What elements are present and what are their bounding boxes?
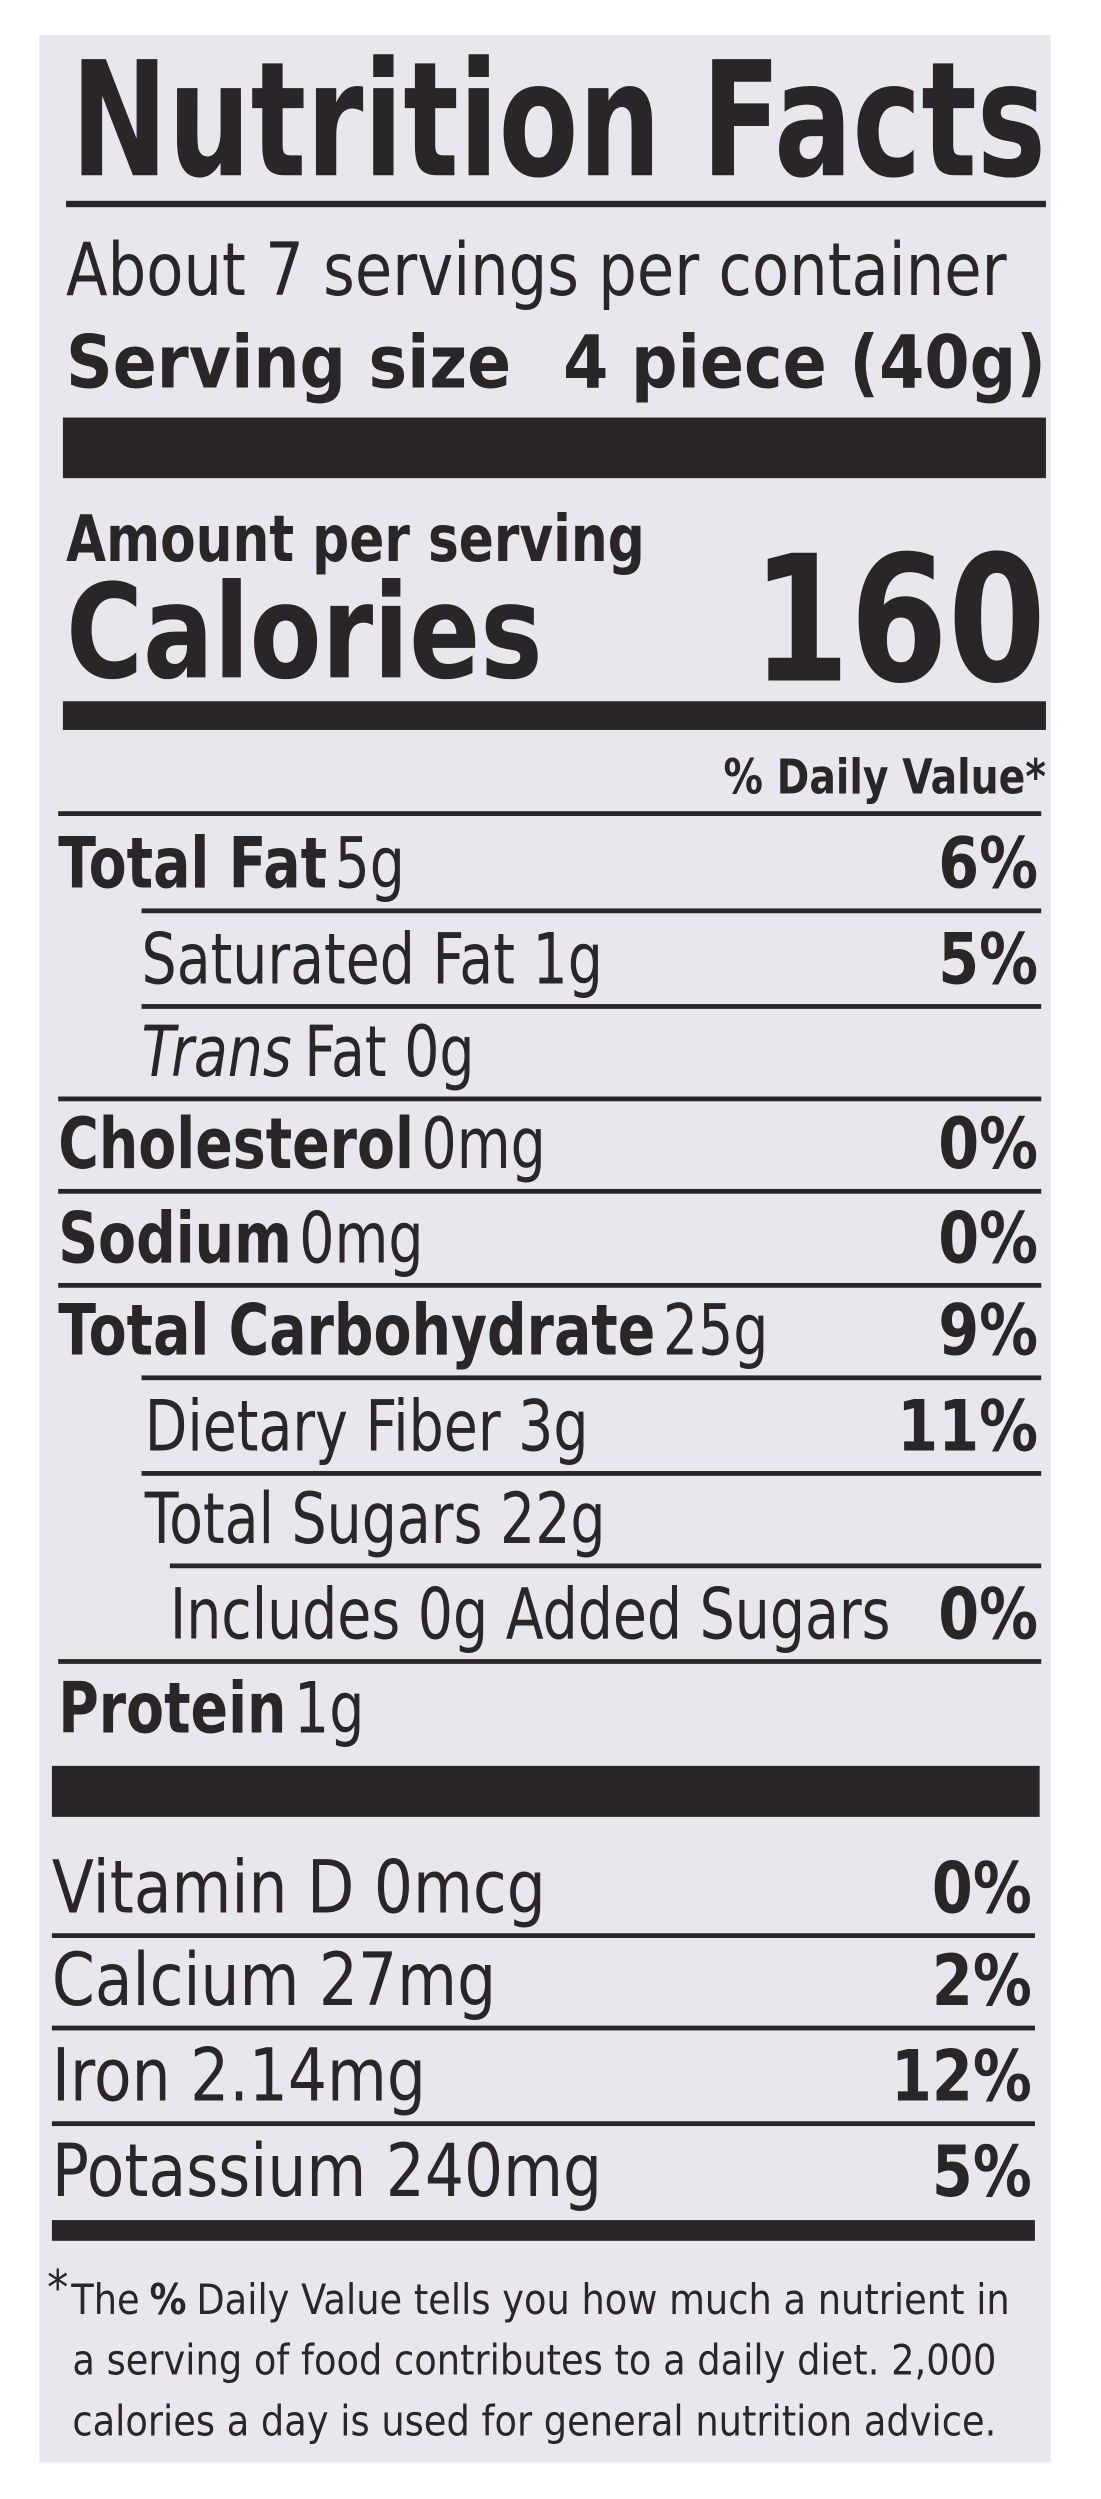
nutrient-name-italic: Trans [142,1010,292,1092]
nutrient-dv: 0% [938,1574,1038,1655]
nutrient-row: Protein 1g [58,1667,364,1749]
nutrient-dv: 6% [938,824,1038,905]
nutrient-name: Total Carbohydrate [58,1289,655,1371]
nutrient-row: Total Carbohydrate 25g [58,1289,768,1371]
footnote-line: * The% Daily Value tells you how much a nu… [47,2260,1010,2325]
rule [169,1563,1042,1569]
nutrient-amount: 1g [294,1667,364,1749]
nutrient-dv: 0% [938,1198,1038,1279]
medium-rule [51,2220,1035,2241]
nutrient-name: Total Sugars 22g [144,1477,606,1559]
rule [58,1188,1042,1194]
vitamin-dv: 0% [932,1849,1032,1930]
vitamin-dv: 2% [932,1941,1032,2022]
nutrient-amount: 0mg [299,1197,423,1279]
footnote-percent: % [150,2277,187,2325]
amount-per-serving: Amount per serving [66,502,645,576]
rule [66,200,1046,208]
footnote-text: Daily Value tells you how much a nutrien… [196,2277,1009,2325]
nutrient-row: Saturated Fat 1g [142,918,603,1000]
rule [58,1282,1042,1288]
vitamin-name: Vitamin D 0mcg [52,1844,546,1930]
calories-value: 160 [752,518,1046,722]
rule [58,811,1042,816]
rule [141,1375,1042,1381]
nutrient-row: Total Fat 5g [58,822,405,904]
nutrient-row: Total Sugars 22g [144,1477,606,1559]
vitamin-name: Potassium 240mg [52,2128,602,2214]
nutrient-row: Dietary Fiber 3g [145,1385,589,1467]
nutrient-dv: 11% [897,1386,1038,1467]
nutrient-name: Fat 0g [304,1010,474,1092]
footnote-line: calories a day is used for general nutri… [72,2398,996,2446]
nutrient-name: Includes 0g Added Sugars [170,1573,891,1655]
nutrient-row: Cholesterol 0mg [58,1103,546,1185]
rule [58,1096,1042,1102]
medium-rule [62,701,1046,730]
nutrient-row: Includes 0g Added Sugars [170,1573,891,1655]
dv-header: % Daily Value* [724,750,1046,805]
rule [58,1659,1042,1664]
rule [51,1933,1035,1938]
nutrient-dv: 9% [938,1291,1038,1372]
nutrient-row: Trans Fat 0g [142,1010,475,1092]
nutrient-amount: 25g [663,1289,769,1371]
rule [141,1471,1042,1476]
rule [51,2121,1035,2127]
nutrient-name: Cholesterol [58,1103,414,1185]
nutrient-amount: 0mg [422,1103,546,1185]
vitamin-name: Iron 2.14mg [52,2032,426,2118]
thick-rule [51,1765,1040,1817]
calories-label: Calories [66,556,543,709]
nutrient-name: Dietary Fiber 3g [145,1385,589,1467]
nutrient-dv: 0% [938,1104,1038,1185]
nutrient-name: Protein [58,1667,286,1749]
rule [141,908,1042,914]
nutrient-name: Sodium [58,1197,292,1279]
vitamin-name: Calcium 27mg [52,1937,496,2023]
footnote-line: a serving of food contributes to a daily… [72,2338,996,2386]
vitamin-dv: 12% [891,2037,1032,2118]
footnote-asterisk: * [47,2260,68,2316]
nutrient-row: Sodium 0mg [58,1197,423,1279]
serving-size: 4 piece (40g) [563,320,1046,406]
nutrient-amount: 5g [335,822,405,904]
servings: About 7 servings per container [66,227,1007,313]
serving-size-label: Serving size [66,320,511,406]
title: Nutrition Facts [71,28,1046,213]
rule [51,2025,1035,2031]
nutrient-dv: 5% [938,919,1038,1000]
nutrient-name: Total Fat [58,822,327,904]
rule [141,1004,1042,1009]
nutrient-name: Saturated Fat 1g [142,918,603,1000]
footnote-text: The [70,2277,139,2325]
vitamin-dv: 5% [932,2132,1032,2213]
thick-rule [62,417,1046,479]
